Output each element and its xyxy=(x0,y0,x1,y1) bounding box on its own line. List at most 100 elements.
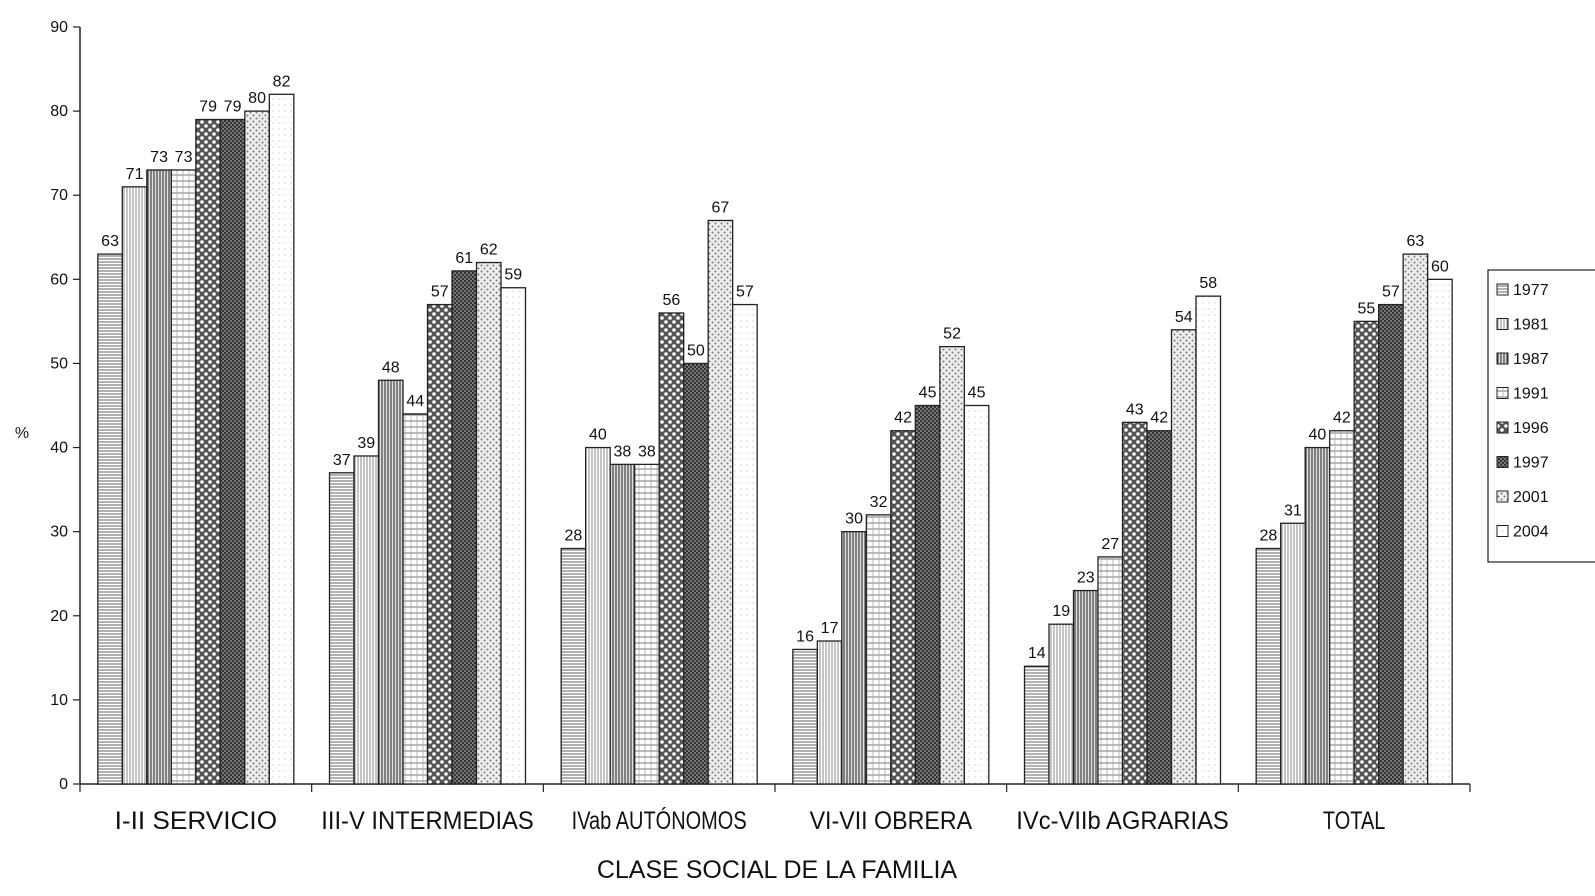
bar-1997 xyxy=(219,118,246,785)
bar-1981 xyxy=(1280,522,1306,785)
bar-1996 xyxy=(195,118,221,785)
bar-1996 xyxy=(1353,320,1380,785)
data-label: 40 xyxy=(589,427,607,444)
data-label: 80 xyxy=(248,90,266,107)
data-label: 73 xyxy=(175,149,193,166)
bar-1977 xyxy=(1255,547,1282,785)
bar-1981 xyxy=(585,446,611,785)
legend-item-label: 1996 xyxy=(1513,420,1549,437)
legend-swatch xyxy=(1496,318,1509,330)
bar-1987 xyxy=(1072,589,1099,785)
data-label: 82 xyxy=(273,73,291,90)
data-labels: 63 71 73 73 79 79 80 82 37 39 48 44 57 61 62 59 28 40 38 38… xyxy=(101,73,1449,662)
y-tick-label: 40 xyxy=(50,440,68,457)
legend-swatch xyxy=(1496,352,1509,365)
legend-item-label: 2004 xyxy=(1513,524,1549,541)
bar-1996 xyxy=(1121,421,1148,785)
data-label: 38 xyxy=(638,443,656,460)
bar-2004 xyxy=(732,303,758,785)
x-axis: I-II SERVICIO III-V INTERMEDIAS IVab AUTÓN… xyxy=(79,783,1471,835)
bar-1977 xyxy=(328,472,355,785)
legend-swatch xyxy=(1496,421,1509,434)
data-label: 79 xyxy=(199,99,217,116)
bar-1981 xyxy=(121,186,148,785)
y-tick-label: 60 xyxy=(50,271,68,288)
bar-2004 xyxy=(268,93,295,785)
bar-1991 xyxy=(170,169,197,785)
bar-1987 xyxy=(609,463,636,785)
bar-1981 xyxy=(353,455,380,785)
data-label: 57 xyxy=(1382,284,1400,301)
data-label: 55 xyxy=(1358,300,1376,317)
legend-box xyxy=(1487,269,1595,563)
legend-item-label: 1991 xyxy=(1513,386,1549,403)
data-label: 60 xyxy=(1431,258,1449,275)
y-tick-label: 10 xyxy=(50,692,68,709)
data-label: 63 xyxy=(101,233,119,250)
y-axis: 0 10 20 30 40 50 60 70 80 90 xyxy=(50,19,81,793)
bar-1991 xyxy=(402,413,429,785)
data-label: 28 xyxy=(565,527,583,544)
data-label: 63 xyxy=(1407,233,1425,250)
data-label: 42 xyxy=(1333,410,1351,427)
bar-1977 xyxy=(97,253,123,785)
y-tick-label: 90 xyxy=(50,19,68,36)
bar-1997 xyxy=(1378,303,1404,785)
bar-2001 xyxy=(244,110,270,785)
data-label: 40 xyxy=(1309,427,1327,444)
data-label: 61 xyxy=(455,250,473,267)
data-label: 45 xyxy=(919,385,937,402)
bar-1996 xyxy=(890,430,916,785)
x-axis-title: CLASE SOCIAL DE LA FAMILIA xyxy=(597,856,958,884)
data-label: 71 xyxy=(126,166,144,183)
data-label: 43 xyxy=(1126,401,1144,418)
data-label: 23 xyxy=(1077,570,1095,587)
bar-2004 xyxy=(963,404,990,785)
bar-1987 xyxy=(377,379,404,785)
data-label: 54 xyxy=(1175,309,1193,326)
data-label: 50 xyxy=(687,342,705,359)
bar-1981 xyxy=(816,640,843,785)
bar-2001 xyxy=(475,261,502,785)
bar-1997 xyxy=(683,362,709,785)
bar-2001 xyxy=(707,219,734,785)
bar-1991 xyxy=(634,463,660,785)
legend-item-label: 1987 xyxy=(1513,351,1549,368)
data-label: 45 xyxy=(968,385,986,402)
data-label: 73 xyxy=(150,149,168,166)
legend-swatch xyxy=(1496,387,1509,399)
y-tick-label: 20 xyxy=(50,608,68,625)
data-label: 44 xyxy=(406,393,424,410)
data-label: 62 xyxy=(480,242,498,259)
bar-1996 xyxy=(658,312,685,785)
data-label: 56 xyxy=(663,292,681,309)
x-category-label: I-II SERVICIO xyxy=(115,807,278,835)
legend-swatch xyxy=(1496,525,1509,537)
bar-1987 xyxy=(1304,446,1331,785)
data-label: 31 xyxy=(1284,502,1302,519)
data-label: 42 xyxy=(1150,410,1168,427)
legend-item-label: 2001 xyxy=(1513,489,1549,506)
bar-1997 xyxy=(451,270,478,785)
bar-1981 xyxy=(1048,623,1075,785)
data-label: 67 xyxy=(712,199,730,216)
data-label: 19 xyxy=(1052,603,1070,620)
data-label: 42 xyxy=(894,410,912,427)
x-category-label: III-V INTERMEDIAS xyxy=(321,807,534,835)
data-label: 27 xyxy=(1101,536,1119,553)
data-label: 14 xyxy=(1028,645,1046,662)
data-label: 17 xyxy=(821,620,839,637)
bar-2004 xyxy=(1427,278,1453,785)
data-label: 32 xyxy=(870,494,888,511)
bar-2001 xyxy=(1402,253,1429,785)
data-label: 59 xyxy=(504,267,522,284)
y-tick-label: 80 xyxy=(50,103,68,120)
bar-1987 xyxy=(146,169,172,785)
bar-1977 xyxy=(560,547,587,785)
data-label: 79 xyxy=(224,99,242,116)
data-label: 16 xyxy=(796,628,814,645)
bar-1977 xyxy=(1023,665,1050,785)
y-tick-label: 50 xyxy=(50,355,68,372)
x-category-label: IVab AUTÓNOMOS xyxy=(572,806,747,835)
bars xyxy=(97,93,1453,785)
